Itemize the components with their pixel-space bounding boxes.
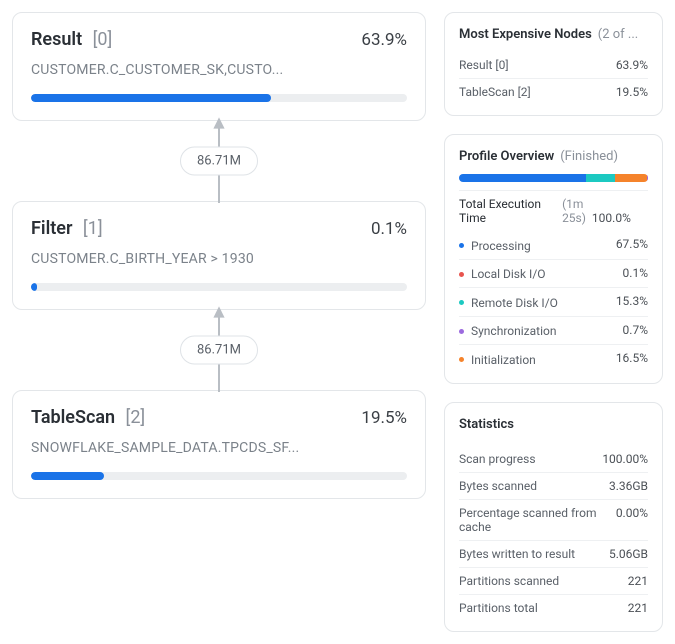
profile-row-label: Processing	[471, 239, 531, 253]
plan-node-title: TableScan	[31, 407, 115, 428]
profile-row-label: Local Disk I/O	[471, 267, 546, 281]
stats-row-label: Partitions scanned	[459, 574, 559, 588]
stats-row: Partitions scanned 221	[459, 567, 648, 594]
profile-row: Initialization 16.5%	[459, 344, 648, 373]
plan-node-pct: 19.5%	[361, 408, 407, 428]
stats-row-value: 221	[628, 574, 648, 588]
profile-row: Synchronization 0.7%	[459, 316, 648, 345]
profile-row-dot	[459, 329, 464, 334]
statistics-panel: Statistics Scan progress 100.00% Bytes sca…	[444, 402, 663, 632]
plan-node-pct: 0.1%	[371, 219, 407, 239]
side-panels: Most Expensive Nodes (2 of ... Result [0…	[444, 12, 663, 632]
stats-row-value: 5.06GB	[609, 547, 648, 561]
plan-node[interactable]: TableScan [2] 19.5% SNOWFLAKE_SAMPLE_DATA.…	[12, 390, 426, 499]
plan-edge-label: 86.71M	[180, 336, 258, 365]
profile-total-duration: (1m 25s)	[562, 197, 586, 225]
expensive-row[interactable]: Result [0] 63.9%	[459, 52, 648, 78]
profile-row-dot	[459, 357, 464, 362]
expensive-row-value: 63.9%	[616, 58, 648, 72]
profile-bar-segment	[459, 174, 586, 182]
profile-total-value: 100.0%	[592, 211, 631, 225]
query-profile-layout: Result [0] 63.9% CUSTOMER.C_CUSTOMER_SK,CU…	[12, 12, 663, 632]
profile-bar-segment	[647, 174, 648, 182]
stats-row-label: Bytes written to result	[459, 547, 575, 561]
profile-row-dot	[459, 300, 464, 305]
profile-row: Local Disk I/O 0.1%	[459, 259, 648, 288]
profile-row-value: 16.5%	[616, 351, 648, 365]
plan-node-index: [0]	[88, 29, 112, 50]
stats-row: Percentage scanned from cache0.00%	[459, 499, 648, 540]
stats-row-label: Bytes scanned	[459, 479, 537, 493]
plan-node-title: Result	[31, 29, 82, 50]
plan-node-index: [2]	[121, 407, 145, 428]
stats-row-value: 0.00%	[616, 506, 648, 520]
most-expensive-panel: Most Expensive Nodes (2 of ... Result [0…	[444, 12, 663, 116]
profile-row-value: 15.3%	[616, 294, 648, 308]
profile-row-label: Remote Disk I/O	[471, 296, 558, 310]
most-expensive-suffix: (2 of ...	[598, 27, 638, 42]
profile-overview-panel: Profile Overview (Finished) Total Execut…	[444, 134, 663, 384]
stats-row-label: Scan progress	[459, 452, 536, 466]
profile-overview-status: (Finished)	[560, 149, 618, 164]
stats-row: Bytes written to result 5.06GB	[459, 540, 648, 567]
plan-node-index: [1]	[78, 218, 102, 239]
plan-node-progress	[31, 283, 407, 291]
profile-row-label: Initialization	[471, 353, 536, 367]
stats-row-value: 3.36GB	[609, 479, 648, 493]
plan-node-subtitle: CUSTOMER.C_CUSTOMER_SK,CUSTO...	[31, 62, 407, 78]
stats-row: Scan progress 100.00%	[459, 446, 648, 472]
profile-total-row: Total Execution Time (1m 25s) 100.0%	[459, 190, 648, 231]
profile-row-label: Synchronization	[471, 324, 556, 338]
plan-edge-label: 86.71M	[180, 147, 258, 176]
expensive-row-label: TableScan [2]	[459, 85, 531, 99]
plan-node[interactable]: Filter [1] 0.1% CUSTOMER.C_BIRTH_YEAR > 19…	[12, 201, 426, 310]
profile-row: Processing 67.5%	[459, 231, 648, 259]
plan-node-title: Filter	[31, 218, 72, 239]
expensive-row-label: Result [0]	[459, 58, 509, 72]
expensive-row[interactable]: TableScan [2] 19.5%	[459, 78, 648, 105]
stats-row-label: Percentage scanned from cache	[459, 506, 616, 534]
profile-bar-segment	[586, 174, 615, 182]
profile-overview-title: Profile Overview	[459, 149, 554, 164]
plan-node-progress	[31, 94, 407, 102]
plan-node-pct: 63.9%	[361, 30, 407, 50]
plan-column: Result [0] 63.9% CUSTOMER.C_CUSTOMER_SK,CU…	[12, 12, 426, 632]
profile-bar-segment	[615, 174, 646, 182]
most-expensive-title: Most Expensive Nodes	[459, 27, 592, 42]
profile-total-label: Total Execution Time	[459, 197, 562, 225]
plan-edge: 86.71M	[211, 306, 227, 394]
plan-node-subtitle: SNOWFLAKE_SAMPLE_DATA.TPCDS_SF...	[31, 440, 407, 456]
profile-row-value: 0.7%	[623, 323, 648, 337]
stats-row: Bytes scanned 3.36GB	[459, 472, 648, 499]
plan-node-progress	[31, 472, 407, 480]
profile-row-dot	[459, 243, 464, 248]
profile-row: Remote Disk I/O 15.3%	[459, 287, 648, 316]
profile-overview-bar	[459, 174, 648, 182]
stats-row: Partitions total221	[459, 594, 648, 621]
plan-graph: Result [0] 63.9% CUSTOMER.C_CUSTOMER_SK,CU…	[12, 12, 426, 499]
plan-node[interactable]: Result [0] 63.9% CUSTOMER.C_CUSTOMER_SK,CU…	[12, 12, 426, 121]
profile-row-value: 67.5%	[616, 237, 648, 251]
profile-row-dot	[459, 272, 464, 277]
statistics-title: Statistics	[459, 417, 514, 432]
expensive-row-value: 19.5%	[616, 85, 648, 99]
plan-node-subtitle: CUSTOMER.C_BIRTH_YEAR > 1930	[31, 251, 407, 267]
profile-row-value: 0.1%	[623, 266, 648, 280]
stats-row-value: 100.00%	[602, 452, 648, 466]
plan-edge: 86.71M	[211, 117, 227, 205]
